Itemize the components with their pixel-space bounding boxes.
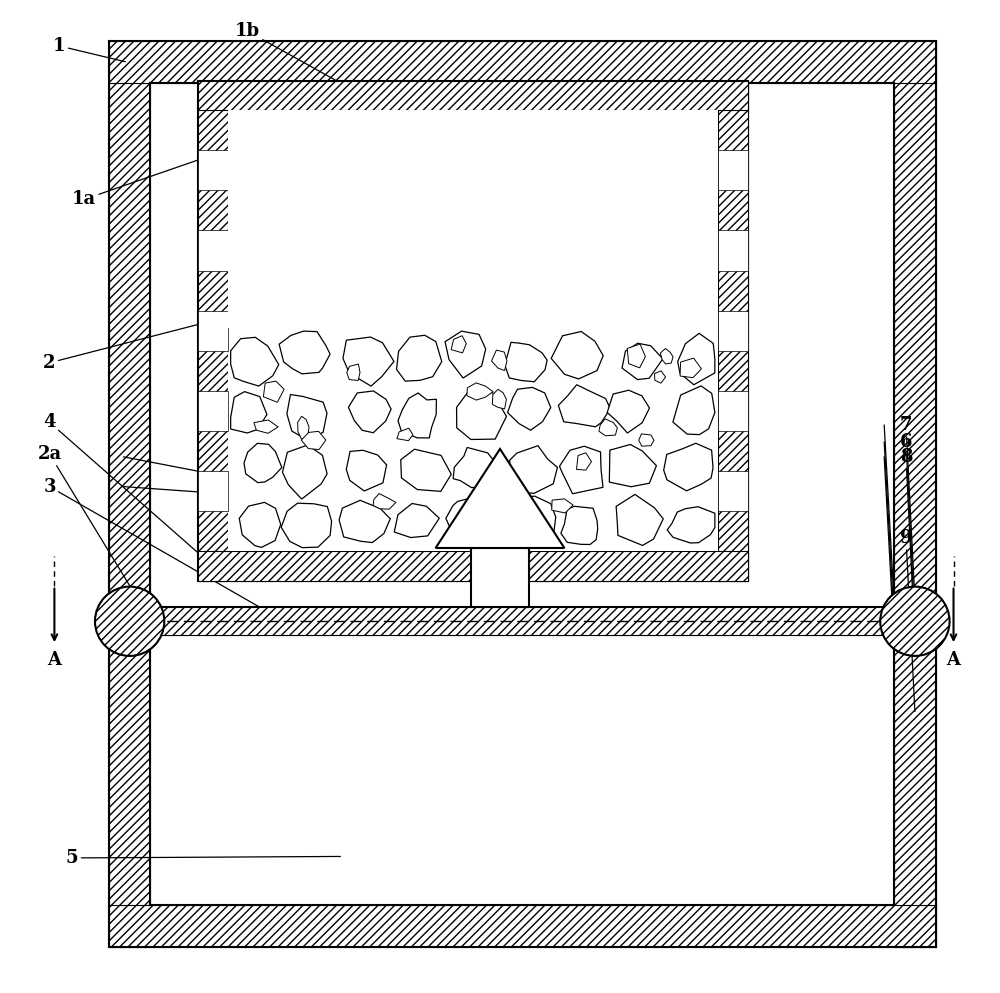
Polygon shape: [609, 445, 656, 487]
Text: 1: 1: [53, 37, 125, 62]
Polygon shape: [492, 389, 506, 409]
Bar: [228, 110, 718, 328]
Polygon shape: [231, 391, 267, 433]
Bar: [198, 80, 228, 581]
Bar: [718, 471, 748, 511]
Polygon shape: [394, 503, 439, 537]
Text: 6: 6: [900, 433, 915, 622]
Text: 4: 4: [43, 413, 213, 566]
Text: 1a: 1a: [72, 155, 213, 209]
Bar: [198, 80, 748, 581]
Polygon shape: [244, 443, 282, 483]
Bar: [198, 390, 228, 431]
Polygon shape: [373, 494, 396, 509]
Polygon shape: [282, 445, 327, 499]
Circle shape: [880, 587, 950, 656]
Polygon shape: [436, 449, 564, 548]
Bar: [150, 608, 894, 636]
Bar: [228, 110, 718, 551]
Polygon shape: [254, 420, 278, 433]
Text: A: A: [947, 650, 961, 669]
Bar: [198, 551, 748, 581]
Polygon shape: [660, 349, 673, 363]
Polygon shape: [508, 387, 551, 430]
Polygon shape: [397, 428, 413, 441]
Polygon shape: [346, 450, 387, 491]
Bar: [109, 906, 936, 947]
Polygon shape: [551, 332, 603, 379]
Bar: [109, 41, 936, 82]
Polygon shape: [558, 384, 610, 427]
Polygon shape: [467, 383, 493, 400]
Polygon shape: [505, 343, 547, 381]
Polygon shape: [561, 506, 598, 544]
Polygon shape: [343, 337, 394, 386]
Polygon shape: [301, 431, 326, 450]
Polygon shape: [680, 358, 701, 377]
Bar: [198, 150, 228, 191]
Polygon shape: [457, 389, 506, 440]
Text: 2: 2: [43, 321, 213, 371]
Text: 3: 3: [43, 478, 284, 622]
Polygon shape: [622, 344, 663, 379]
Circle shape: [95, 587, 164, 656]
Bar: [198, 80, 748, 110]
Polygon shape: [513, 496, 556, 541]
Polygon shape: [239, 502, 281, 547]
Bar: [718, 80, 748, 581]
Bar: [198, 311, 228, 351]
Polygon shape: [348, 391, 391, 433]
Polygon shape: [298, 416, 309, 439]
Polygon shape: [655, 370, 666, 383]
Polygon shape: [339, 500, 390, 542]
Polygon shape: [492, 507, 505, 520]
Polygon shape: [263, 381, 284, 402]
Bar: [228, 328, 718, 551]
Polygon shape: [231, 338, 279, 386]
Polygon shape: [599, 419, 617, 436]
Polygon shape: [510, 446, 557, 494]
Polygon shape: [577, 453, 591, 470]
Bar: [718, 390, 748, 431]
Text: A: A: [47, 650, 61, 669]
Polygon shape: [673, 386, 715, 435]
Polygon shape: [451, 336, 466, 353]
Bar: [198, 230, 228, 270]
Polygon shape: [279, 331, 330, 373]
Polygon shape: [453, 448, 497, 488]
Bar: [471, 548, 529, 608]
Polygon shape: [552, 498, 573, 513]
Polygon shape: [559, 446, 603, 494]
Text: 9: 9: [900, 529, 915, 711]
Polygon shape: [281, 503, 332, 548]
Text: 8: 8: [900, 448, 915, 640]
Polygon shape: [397, 336, 442, 381]
Polygon shape: [616, 495, 663, 545]
Bar: [150, 82, 894, 906]
Text: 5: 5: [66, 849, 340, 867]
Text: 2a: 2a: [37, 445, 130, 586]
Polygon shape: [607, 390, 649, 433]
Polygon shape: [678, 334, 715, 384]
Polygon shape: [398, 393, 436, 438]
Polygon shape: [401, 449, 451, 492]
Text: 7: 7: [900, 416, 915, 600]
Polygon shape: [639, 434, 654, 446]
Bar: [894, 41, 936, 947]
Polygon shape: [667, 506, 715, 543]
Polygon shape: [492, 351, 507, 370]
Bar: [198, 471, 228, 511]
Text: 1b: 1b: [235, 22, 363, 95]
Polygon shape: [347, 364, 360, 380]
Bar: [718, 150, 748, 191]
Polygon shape: [664, 443, 713, 491]
Bar: [718, 230, 748, 270]
Polygon shape: [446, 497, 487, 544]
Bar: [109, 41, 150, 947]
Polygon shape: [287, 394, 327, 440]
Polygon shape: [627, 344, 645, 367]
Polygon shape: [445, 331, 486, 378]
Bar: [718, 311, 748, 351]
